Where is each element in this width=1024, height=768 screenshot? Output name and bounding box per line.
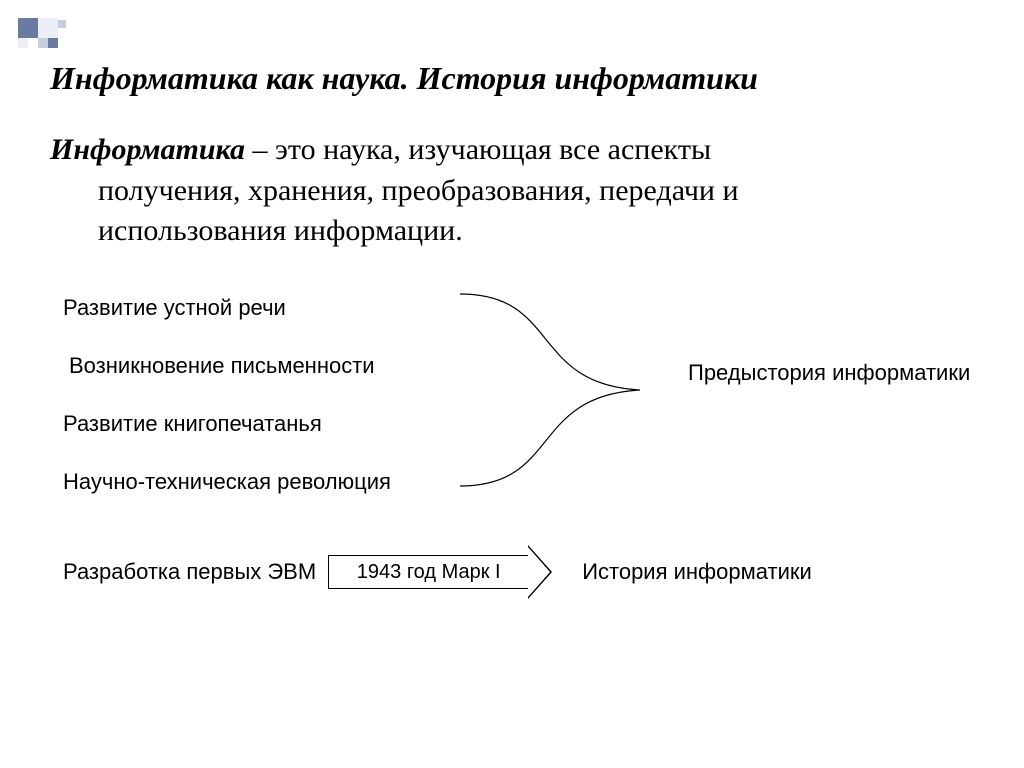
arrow-head-fill — [528, 547, 550, 597]
definition-paragraph: Информатика – это наука, изучающая все а… — [50, 130, 994, 252]
definition-line3: использования информации. — [50, 211, 994, 252]
deco-square — [18, 18, 38, 38]
prehistory-list: Развитие устной речи Возникновение письм… — [63, 295, 463, 527]
prehistory-label: Предыстория информатики — [688, 360, 970, 386]
list-item: Развитие книгопечатанья — [63, 411, 463, 437]
list-item: Развитие устной речи — [63, 295, 463, 321]
page-title: Информатика как наука. История информати… — [50, 60, 1004, 97]
list-item: Возникновение письменности — [63, 353, 463, 379]
list-item: Научно-техническая революция — [63, 469, 463, 495]
history-trail: История информатики — [582, 559, 812, 585]
deco-square — [38, 38, 48, 48]
definition-term: Информатика — [50, 133, 245, 166]
deco-square — [48, 38, 58, 48]
arrow-body: 1943 год Марк I — [328, 555, 528, 589]
definition-rest-line1: – это наука, изучающая все аспекты — [245, 133, 711, 166]
arrow-label: 1943 год Марк I — [357, 561, 501, 584]
deco-square — [58, 20, 66, 28]
corner-decoration — [0, 0, 80, 50]
history-row: Разработка первых ЭВМ 1943 год Марк I Ис… — [63, 545, 1014, 599]
deco-square — [38, 18, 58, 38]
history-lead: Разработка первых ЭВМ — [63, 559, 316, 585]
arrow-joiner — [527, 556, 529, 588]
definition-line2: получения, хранения, преобразования, пер… — [50, 171, 994, 212]
brace-icon — [450, 290, 650, 490]
deco-square — [18, 38, 28, 48]
arrow-shape: 1943 год Марк I — [328, 545, 552, 599]
